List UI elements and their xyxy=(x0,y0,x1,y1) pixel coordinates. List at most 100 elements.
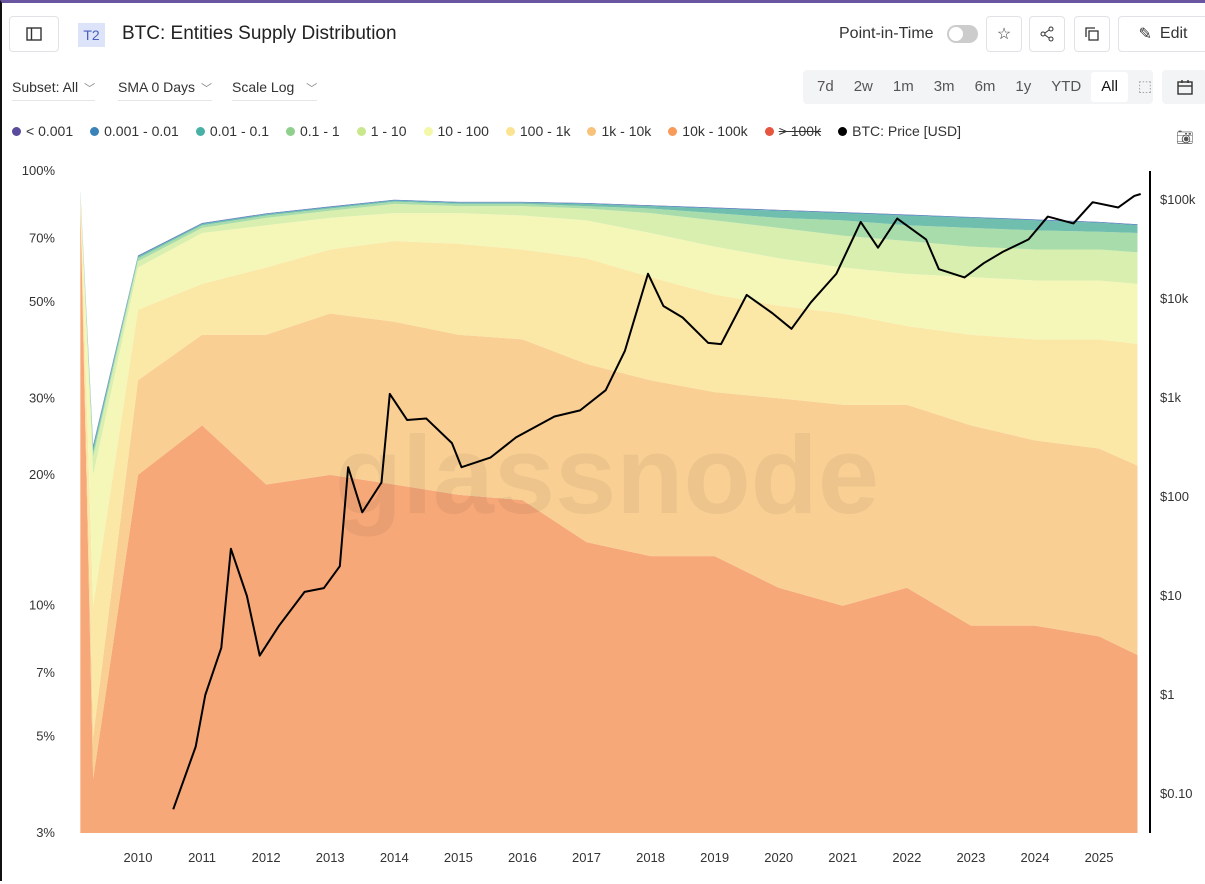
y-left-tick-label: 100% xyxy=(22,163,56,178)
legend-item[interactable]: 1 - 10 xyxy=(356,123,407,139)
legend-dot xyxy=(12,126,21,136)
range-ytd[interactable]: YTD xyxy=(1051,78,1082,95)
y-right-tick-label: $100k xyxy=(1160,192,1196,207)
page-title: BTC: Entities Supply Distribution xyxy=(122,23,397,44)
x-tick-label: 2010 xyxy=(124,850,153,865)
star-icon: ☆ xyxy=(996,26,1012,43)
y-left-tick-label: 3% xyxy=(36,825,55,840)
area-10k-100k xyxy=(80,201,1138,833)
legend-label: 0.01 - 0.1 xyxy=(209,123,269,139)
area-0-01-0-1 xyxy=(80,191,1138,453)
legend-item[interactable]: 0.1 - 1 xyxy=(286,123,340,139)
y-right-tick-label: $10 xyxy=(1160,588,1182,603)
area-1k-10k xyxy=(80,199,1138,779)
area-1-10 xyxy=(80,194,1138,475)
legend-dot xyxy=(356,126,366,136)
area-0-001-0-01 xyxy=(80,191,1138,449)
x-tick-label: 2023 xyxy=(956,850,985,865)
legend-item[interactable]: BTC: Price [USD] xyxy=(838,123,961,139)
legend-dot xyxy=(838,126,848,136)
calendar-button[interactable] xyxy=(1162,70,1205,104)
y-right-tick-label: $0.10 xyxy=(1160,786,1193,801)
range-6m[interactable]: 6m xyxy=(974,78,996,95)
x-tick-label: 2025 xyxy=(1085,850,1114,865)
range-2w[interactable]: 2w xyxy=(853,78,873,95)
y-left-tick-label: 50% xyxy=(29,294,55,309)
copy-icon xyxy=(1085,27,1099,41)
x-tick-label: 2014 xyxy=(380,850,409,865)
range-7d[interactable]: 7d xyxy=(817,78,834,95)
subset-select[interactable]: Subset: All ﹀ xyxy=(12,79,96,101)
point-in-time-toggle[interactable] xyxy=(947,25,978,43)
legend-label: 100 - 1k xyxy=(519,123,571,139)
y-left-tick-label: 70% xyxy=(29,230,55,245)
legend-item[interactable]: 1k - 10k xyxy=(587,123,651,139)
chart-legend: < 0.001 0.001 - 0.01 0.01 - 0.1 0.1 - 1 1 - … xyxy=(12,123,978,139)
sidebar-toggle-button[interactable] xyxy=(9,16,59,52)
duplicate-button[interactable] xyxy=(1074,16,1110,52)
legend-label: 10 - 100 xyxy=(437,123,489,139)
legend-label: 10k - 100k xyxy=(682,123,748,139)
scale-select[interactable]: Scale Log ﹀ xyxy=(232,79,318,101)
range-3m[interactable]: 3m xyxy=(933,78,955,95)
legend-item[interactable]: > 100k xyxy=(764,123,822,139)
legend-item[interactable]: 0.01 - 0.1 xyxy=(195,123,269,139)
area-100-1k xyxy=(80,197,1138,737)
legend-dot xyxy=(286,126,295,136)
x-tick-label: 2011 xyxy=(188,850,216,865)
range-1m[interactable]: 1m xyxy=(892,78,914,95)
x-tick-label: 2016 xyxy=(508,850,537,865)
y-left-tick-label: 30% xyxy=(29,390,55,405)
legend-dot xyxy=(668,126,678,136)
x-tick-label: 2022 xyxy=(892,850,921,865)
x-tick-label: 2024 xyxy=(1021,850,1050,865)
legend-item[interactable]: 10k - 100k xyxy=(668,123,748,139)
y-right-tick-label: $100 xyxy=(1160,489,1189,504)
x-tick-label: 2019 xyxy=(700,850,729,865)
legend-dot xyxy=(587,126,597,136)
legend-item[interactable]: 0.001 - 0.01 xyxy=(90,123,179,139)
legend-label: BTC: Price [USD] xyxy=(852,123,962,139)
share-button[interactable] xyxy=(1029,16,1065,52)
price-line xyxy=(172,193,1141,810)
legend-dot xyxy=(505,126,515,136)
x-tick-label: 2021 xyxy=(828,850,857,865)
sma-select[interactable]: SMA 0 Days ﹀ xyxy=(118,79,213,101)
x-tick-label: 2012 xyxy=(252,850,281,865)
x-tick-label: 2018 xyxy=(636,850,665,865)
area-0-1-1 xyxy=(80,193,1138,457)
legend-label: < 0.001 xyxy=(26,123,74,139)
range-1y[interactable]: 1y xyxy=(1015,78,1032,95)
edit-button[interactable]: ✎ Edit xyxy=(1118,16,1205,52)
y-left-tick-label: 5% xyxy=(36,729,55,744)
x-tick-label: 2020 xyxy=(764,850,793,865)
area-10-100 xyxy=(80,195,1138,606)
x-tick-label: 2017 xyxy=(572,850,601,865)
y-right-tick-label: $1 xyxy=(1160,687,1174,702)
x-tick-label: 2015 xyxy=(444,850,473,865)
time-range-selector: 7d 2w 1m 3m 6m 1y YTD All ⬚ xyxy=(803,70,1153,104)
legend-item[interactable]: 10 - 100 xyxy=(423,123,489,139)
watermark-logo: glassnode xyxy=(335,414,879,537)
legend-dot xyxy=(423,126,433,136)
tier-badge: T2 xyxy=(78,23,105,47)
legend-item[interactable]: < 0.001 xyxy=(12,123,73,139)
legend-dot xyxy=(764,126,774,136)
y-left-tick-label: 7% xyxy=(36,665,55,680)
y-left-tick-label: 20% xyxy=(29,467,55,482)
y-right-tick-label: $10k xyxy=(1160,291,1189,306)
calendar-icon xyxy=(1176,80,1193,95)
camera-icon[interactable]: 📷︎ xyxy=(1176,129,1194,145)
range-all[interactable]: All xyxy=(1091,72,1128,102)
favorite-button[interactable]: ☆ xyxy=(986,16,1022,52)
legend-item[interactable]: 100 - 1k xyxy=(505,123,571,139)
area--0-001 xyxy=(80,191,1138,447)
pencil-icon: ✎ xyxy=(1138,26,1152,43)
legend-label: 1k - 10k xyxy=(601,123,652,139)
x-tick-label: 2013 xyxy=(316,850,345,865)
legend-label: > 100k xyxy=(778,123,822,139)
zoom-select-icon[interactable]: ⬚ xyxy=(1137,78,1153,95)
legend-dot xyxy=(195,126,205,136)
share-icon xyxy=(1040,26,1054,42)
plot-area: glassnode xyxy=(80,191,1141,833)
